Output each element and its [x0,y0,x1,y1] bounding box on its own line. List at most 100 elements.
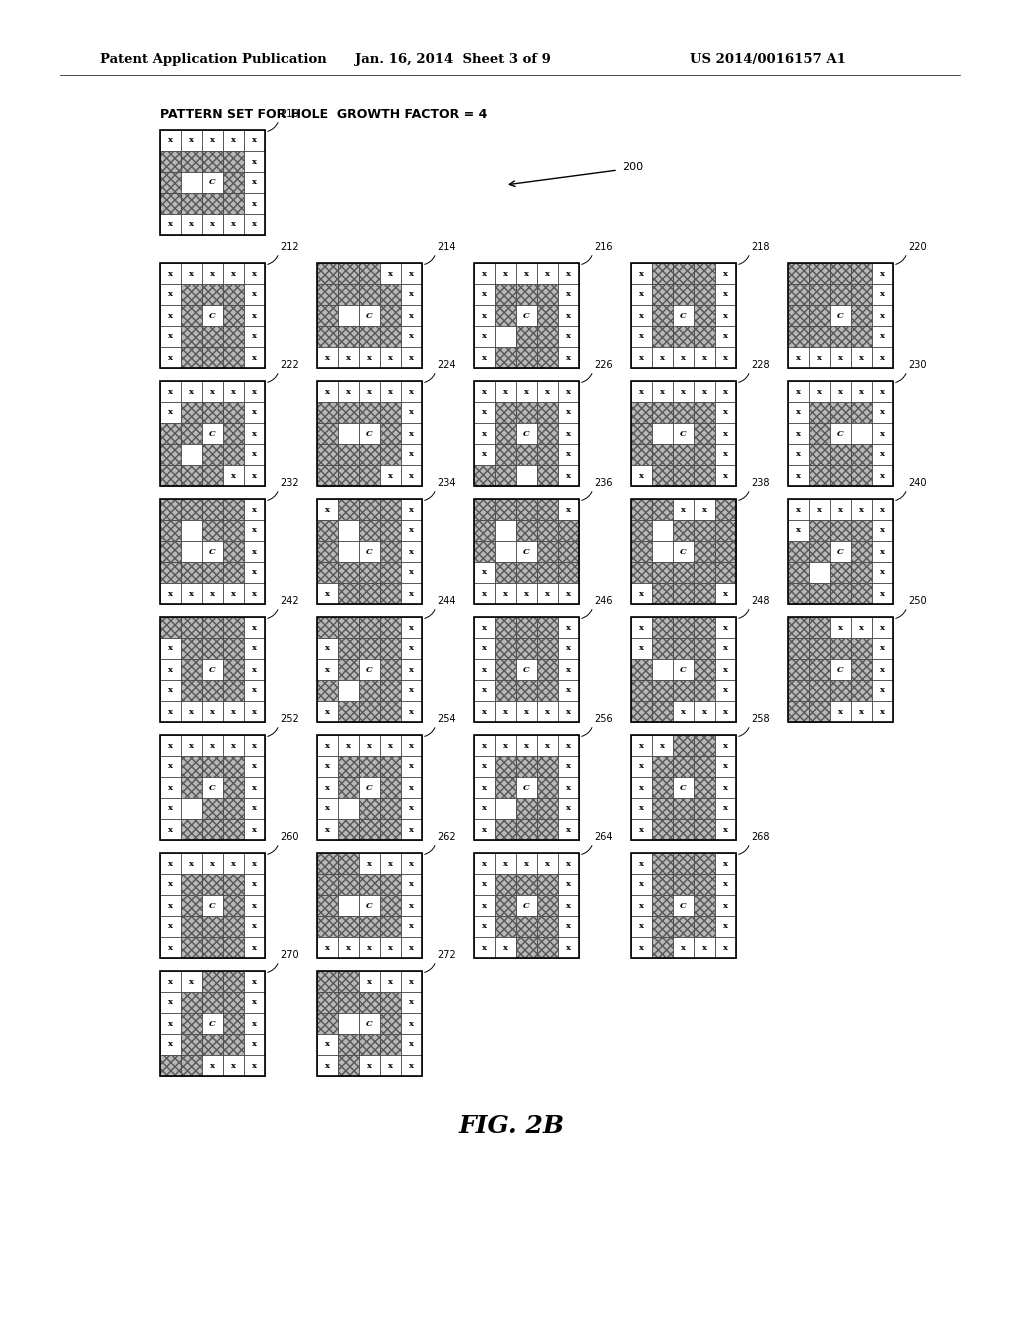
Bar [223,305,244,326]
Bar [359,659,380,680]
Bar [495,403,516,422]
Bar [359,756,380,777]
Bar [338,403,359,422]
Bar [715,403,736,422]
Bar [359,326,380,347]
Bar [631,520,652,541]
Text: x: x [367,354,372,362]
Text: x: x [388,471,393,479]
Bar [474,638,495,659]
Bar [474,895,495,916]
Text: 212: 212 [280,242,299,252]
Bar [788,520,809,541]
Bar [851,562,872,583]
Bar [537,347,558,368]
Text: x: x [482,312,487,319]
Bar [223,777,244,799]
Bar [537,680,558,701]
Text: x: x [168,880,173,888]
Bar [317,680,338,701]
Bar [160,777,181,799]
Bar [652,616,673,638]
Text: x: x [723,644,728,652]
Bar [317,284,338,305]
Bar [317,777,338,799]
Bar [631,499,736,605]
Bar [673,520,694,541]
Text: C: C [367,1019,373,1027]
Bar [788,583,809,605]
Text: x: x [189,388,194,396]
Text: x: x [325,804,330,813]
Bar [851,659,872,680]
Bar [631,422,652,444]
Bar [694,616,715,638]
Text: x: x [482,290,487,298]
Bar [673,818,694,840]
Text: 250: 250 [908,597,927,606]
Text: x: x [681,354,686,362]
Text: x: x [367,978,372,986]
Bar [694,895,715,916]
Bar [652,465,673,486]
Bar [537,347,558,368]
Bar [338,263,359,284]
Bar [380,874,401,895]
Bar [788,680,809,701]
Bar [715,499,736,520]
Bar [223,638,244,659]
Bar [516,874,537,895]
Bar [181,129,202,150]
Bar [652,284,673,305]
Bar [495,465,516,486]
Bar [338,326,359,347]
Bar [317,735,338,756]
Bar [380,916,401,937]
Bar [223,799,244,818]
Bar [160,735,181,756]
Bar [830,465,851,486]
Text: x: x [325,506,330,513]
Bar [401,562,422,583]
Bar [830,583,851,605]
Bar [160,916,181,937]
Bar [851,284,872,305]
Bar [474,381,579,486]
Bar [338,499,359,520]
Bar [317,701,338,722]
Text: x: x [566,859,571,867]
Bar [673,756,694,777]
Bar [537,937,558,958]
Bar [715,853,736,874]
Bar [631,701,652,722]
Bar [694,680,715,701]
Bar [673,818,694,840]
Text: x: x [325,825,330,833]
Text: x: x [409,408,414,417]
Bar [380,1055,401,1076]
Bar [537,444,558,465]
Bar [223,403,244,422]
Bar [673,616,694,638]
Bar [317,616,422,722]
Bar [202,659,223,680]
Bar [788,680,809,701]
Text: x: x [796,471,801,479]
Bar [631,381,736,486]
Bar [830,562,851,583]
Bar [223,214,244,235]
Bar [223,895,244,916]
Bar [694,305,715,326]
Bar [516,326,537,347]
Bar [380,895,401,916]
Bar [359,799,380,818]
Bar [202,937,223,958]
Bar [809,305,830,326]
Bar [673,916,694,937]
Bar [160,680,181,701]
Bar [160,1055,181,1076]
Bar [338,818,359,840]
Bar [673,818,694,840]
Bar [537,799,558,818]
Text: x: x [859,708,864,715]
